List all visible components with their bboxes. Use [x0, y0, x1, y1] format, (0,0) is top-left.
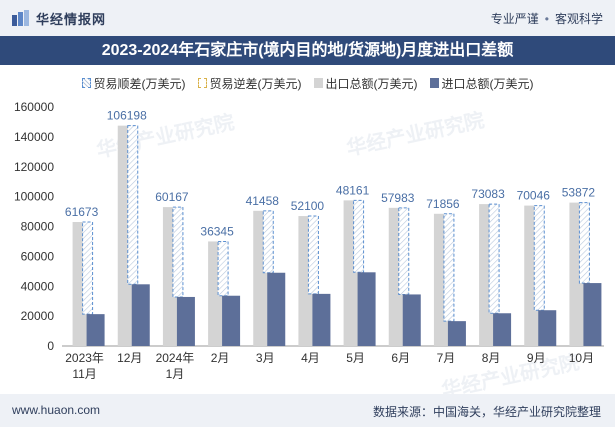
surplus-bar — [488, 203, 500, 314]
surplus-data-label: 73083 — [471, 187, 505, 201]
slogan: 专业严谨 • 客观科学 — [491, 10, 603, 27]
surplus-data-label: 71856 — [426, 197, 460, 211]
legend-item-export: 出口总额(万美元) — [313, 74, 418, 92]
bar-chart: 0 20000 40000 60000 80000 100000 120000 140000 1… — [14, 100, 604, 381]
y-tick-label: 80000 — [21, 220, 55, 234]
surplus-bar — [82, 221, 94, 315]
x-tick-label: 12月 — [117, 351, 142, 365]
x-tick-label: 2024年 — [156, 351, 195, 365]
slogan-separator: • — [544, 11, 549, 26]
surplus-bar — [578, 202, 590, 284]
x-tick-label: 9月 — [527, 351, 546, 365]
import-bar — [312, 293, 331, 346]
y-tick-label: 120000 — [14, 160, 54, 174]
legend-swatch-surplus — [81, 78, 91, 88]
surplus-bar — [533, 205, 545, 311]
top-banner: 华经情报网 专业严谨 • 客观科学 — [0, 0, 615, 36]
surplus-data-label: 52100 — [291, 199, 325, 213]
data-source: 数据来源：中国海关，华经产业研究院整理 — [372, 405, 601, 419]
import-bar — [131, 284, 150, 346]
legend-label-import: 进口总额(万美元) — [441, 76, 534, 91]
footer-url: www.huaon.com — [12, 403, 101, 417]
x-tick-label: 6月 — [391, 351, 410, 365]
slogan-tag-1: 专业严谨 — [490, 12, 539, 26]
x-tick-label: 8月 — [482, 351, 501, 365]
legend-label-surplus: 贸易顺差(万美元) — [93, 76, 186, 91]
x-tick-label: 2月 — [211, 351, 230, 365]
y-tick-label: 0 — [47, 339, 54, 353]
import-bar — [447, 321, 466, 346]
legend-item-surplus: 贸易顺差(万美元) — [81, 74, 186, 92]
y-tick-label: 60000 — [21, 249, 55, 263]
legend-label-deficit: 贸易逆差(万美元) — [209, 76, 302, 91]
surplus-bar — [353, 199, 365, 273]
surplus-data-label: 61673 — [65, 205, 99, 219]
brand: 华经情报网 — [12, 9, 106, 27]
surplus-bar — [217, 240, 229, 297]
import-bar — [176, 296, 195, 346]
import-bar — [267, 272, 286, 346]
y-tick-label: 100000 — [14, 190, 54, 204]
import-bar — [493, 313, 512, 346]
legend-swatch-export — [313, 78, 323, 88]
x-tick-label: 7月 — [437, 351, 456, 365]
legend-swatch-import — [429, 78, 439, 88]
surplus-data-label: 70046 — [517, 189, 551, 203]
legend-label-export: 出口总额(万美元) — [325, 76, 418, 91]
surplus-bar — [307, 215, 319, 295]
surplus-data-label: 36345 — [200, 224, 234, 238]
x-tick-label: 5月 — [346, 351, 365, 365]
import-bar — [402, 294, 421, 346]
surplus-bar — [443, 213, 455, 322]
import-bar — [538, 310, 557, 346]
x-tick-label: 2023年 — [65, 351, 104, 365]
surplus-bar — [127, 125, 139, 285]
surplus-bar — [398, 207, 410, 295]
surplus-data-label: 41458 — [246, 194, 280, 208]
import-bar — [222, 295, 241, 346]
x-tick-label: 4月 — [301, 351, 320, 365]
surplus-bar — [172, 206, 184, 298]
import-bar — [86, 314, 105, 346]
x-tick-label: 11月 — [72, 367, 96, 381]
surplus-bar — [262, 210, 274, 274]
legend-swatch-deficit — [197, 78, 207, 88]
x-tick-label: 10月 — [569, 351, 594, 365]
import-bar — [357, 272, 376, 346]
legend-item-deficit: 贸易逆差(万美元) — [197, 74, 302, 92]
import-bar — [583, 283, 602, 346]
chart-legend: 贸易顺差(万美元) 贸易逆差(万美元) 出口总额(万美元) 进口总额(万美元) — [0, 74, 615, 92]
x-tick-label: 3月 — [256, 351, 275, 365]
y-tick-label: 20000 — [21, 309, 55, 323]
footer: www.huaon.com 数据来源：中国海关，华经产业研究院整理 — [0, 394, 615, 427]
slogan-tag-2: 客观科学 — [554, 12, 603, 26]
surplus-data-label: 48161 — [336, 183, 370, 197]
surplus-data-label: 60167 — [155, 190, 189, 204]
legend-item-import: 进口总额(万美元) — [429, 74, 534, 92]
y-tick-label: 140000 — [14, 130, 54, 144]
y-tick-label: 40000 — [21, 279, 55, 293]
y-tick-label: 160000 — [14, 100, 54, 114]
brand-logo-icon — [12, 10, 29, 26]
chart-title: 2023-2024年石家庄市(境内目的地/货源地)月度进出口差额 — [0, 36, 615, 65]
brand-name: 华经情报网 — [36, 11, 107, 27]
surplus-data-label: 106198 — [107, 109, 147, 123]
x-tick-label: 1月 — [166, 367, 185, 381]
surplus-data-label: 57983 — [381, 191, 415, 205]
surplus-data-label: 53872 — [562, 186, 596, 200]
